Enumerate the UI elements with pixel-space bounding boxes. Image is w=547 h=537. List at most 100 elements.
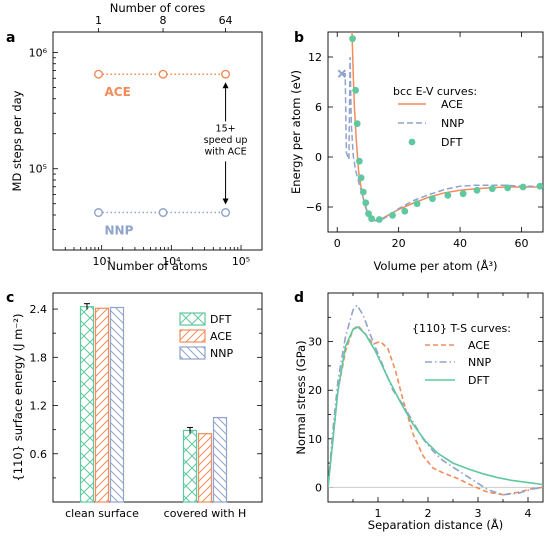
panel-b-point-dft <box>365 210 372 218</box>
panel-b-y-tick-label: 6 <box>315 101 322 114</box>
panel-c-bar-nnp <box>109 306 125 503</box>
panel-b-point-dft <box>504 184 512 192</box>
panel-d-x-tick-label: 4 <box>525 507 532 520</box>
panel-d-y-tick-label: 0 <box>315 481 322 494</box>
panel-c-category-label: covered with H <box>164 507 247 520</box>
panel-c-legend-swatch-ace <box>179 329 206 343</box>
panel-a-x-tick-label: 10⁴ <box>162 255 181 268</box>
panel-b-legend-title: bcc E-V curves: <box>393 85 477 98</box>
panel-a-top-tick-label: 8 <box>160 14 167 27</box>
panel-c-bar-dft <box>79 306 95 503</box>
panel-b-legend-label-nnp: NNP <box>441 117 464 130</box>
panel-c-bar-dft <box>182 429 198 503</box>
panel-d-series-nnp-line <box>328 303 543 496</box>
panel-c-legend-label-nnp: NNP <box>210 347 233 360</box>
panel-a-arrow-head-up <box>222 82 229 89</box>
panel-c-legend-label-ace: ACE <box>210 330 232 343</box>
panel-d-y-tick-label: 30 <box>308 336 322 349</box>
panel-d-y-tick-label: 20 <box>308 384 322 397</box>
panel-b-frame <box>327 31 544 233</box>
panel-d-series-ace-line <box>328 324 543 496</box>
panel-d-legend-label-ace: ACE <box>468 339 490 352</box>
panel-a-annotation-bg <box>199 121 252 162</box>
panel-letter-b: b <box>294 30 304 46</box>
panel-d-legend-title: {110} T-S curves: <box>412 322 511 335</box>
panel-b-point-dft <box>488 185 496 193</box>
panel-c-bar-ace <box>94 307 110 503</box>
panel-b-point-dft <box>362 199 370 207</box>
panel-b-point-dft <box>357 174 365 182</box>
panel-c-y-label: {110} surface energy (J m⁻²) <box>11 313 25 481</box>
panel-c-y-tick-label: 1.8 <box>30 351 48 364</box>
panel-d-y-label: Normal stress (GPa) <box>294 340 308 454</box>
panel-d-x-tick-label: 3 <box>475 507 482 520</box>
panel-a-y-label: MD steps per day <box>10 90 24 191</box>
panel-b-point-dft <box>355 157 363 165</box>
panel-b-y-tick-label: 12 <box>308 51 322 64</box>
panel-a-top-tick-label: 1 <box>95 14 102 27</box>
panel-a-point-nnp <box>94 208 104 218</box>
panel-b-point-dft <box>459 190 467 198</box>
panel-d-chart: 1 2 3 4 0 10 20 30 Separation distance (Å) Normal… <box>294 292 544 532</box>
panel-letter-a: a <box>6 30 15 46</box>
panel-a-y-tick-label: 10⁵ <box>29 163 47 176</box>
panel-c-y-tick-label: 2.4 <box>30 303 48 316</box>
panel-d-frame <box>327 292 544 503</box>
panel-d-y-tick-label: 10 <box>308 433 322 446</box>
panel-a-series-label-nnp: NNP <box>105 224 134 238</box>
panel-b-x-tick-label: 40 <box>453 237 467 250</box>
panel-a-point-nnp <box>158 208 168 218</box>
panel-a-x-label: Number of atoms <box>107 259 207 273</box>
panel-b-point-dft <box>359 188 367 196</box>
panel-c-legend-swatch-nnp <box>179 346 206 360</box>
panel-a-x-tick-label: 10⁵ <box>232 255 250 268</box>
panel-b-legend-label-dft: DFT <box>441 136 463 149</box>
panel-b-series-nnp-line <box>341 56 543 222</box>
panel-b-point-dft <box>429 195 436 203</box>
panel-a-annotation-line: with ACE <box>204 146 246 157</box>
panel-b-legend-marker-dft <box>408 138 416 146</box>
panel-b-point-dft <box>519 183 527 191</box>
panel-b-point-dft <box>444 191 452 199</box>
panel-c-frame <box>52 292 263 503</box>
panel-c-y-tick-label: 1.2 <box>30 400 48 413</box>
panel-d-x-label: Separation distance (Å) <box>368 517 503 532</box>
panel-a-point-ace <box>158 69 168 79</box>
panel-b-point-dft <box>401 207 409 215</box>
panel-a-annotation-line: speed up <box>204 135 248 146</box>
panel-b-point-dft <box>473 186 481 194</box>
panel-c-bar-ace <box>197 433 213 503</box>
panel-a-top-axis-label: Number of cores <box>110 1 206 15</box>
panel-a-y-tick-label: 10⁶ <box>29 46 48 59</box>
panel-c-bar-nnp <box>212 416 228 503</box>
panel-a-x-tick-label: 10³ <box>92 255 110 268</box>
panel-b-y-tick-label: 0 <box>315 151 322 164</box>
panel-d-plot-area <box>328 303 543 496</box>
panel-a-arrow-head-down <box>222 198 229 205</box>
panel-a-point-ace <box>221 69 231 79</box>
panel-b-plot-area <box>337 32 543 223</box>
panel-b-point-dft <box>353 120 361 128</box>
panel-c-y-tick-label: 0.6 <box>30 448 48 461</box>
panel-a-chart: 10³ 10⁴ 10⁵ 10⁵ 10⁶ 1 8 64 Number of cores Number… <box>10 1 263 273</box>
panel-b-point-dft <box>352 86 360 94</box>
panel-b-y-label: Energy per atom (eV) <box>289 70 303 194</box>
panel-b-point-dft <box>349 35 356 43</box>
panel-a-point-nnp <box>221 208 231 218</box>
panel-a-annotation-line: 15+ <box>216 123 236 134</box>
panel-a-point-ace <box>94 69 104 79</box>
panel-a-series-label-ace: ACE <box>105 85 131 99</box>
panel-d-x-tick-label: 1 <box>375 507 382 520</box>
panel-b-point-dft <box>536 182 543 190</box>
panel-b-legend-label-ace: ACE <box>441 98 463 111</box>
panel-d-x-tick-label: 2 <box>425 507 432 520</box>
panel-b-x-tick-label: 20 <box>392 237 406 250</box>
panel-b-chart: 0 20 40 60 −6 0 6 12 Volume per atom (Å³) Energy … <box>289 31 544 273</box>
panel-c-category-label: clean surface <box>65 507 139 520</box>
panel-b-x-label: Volume per atom (Å³) <box>373 258 497 273</box>
panel-c-legend-label-dft: DFT <box>210 313 232 326</box>
panel-b-nnp-marker <box>337 69 347 78</box>
panel-letter-c: c <box>6 290 14 306</box>
panel-c-legend-swatch-dft <box>179 312 206 326</box>
